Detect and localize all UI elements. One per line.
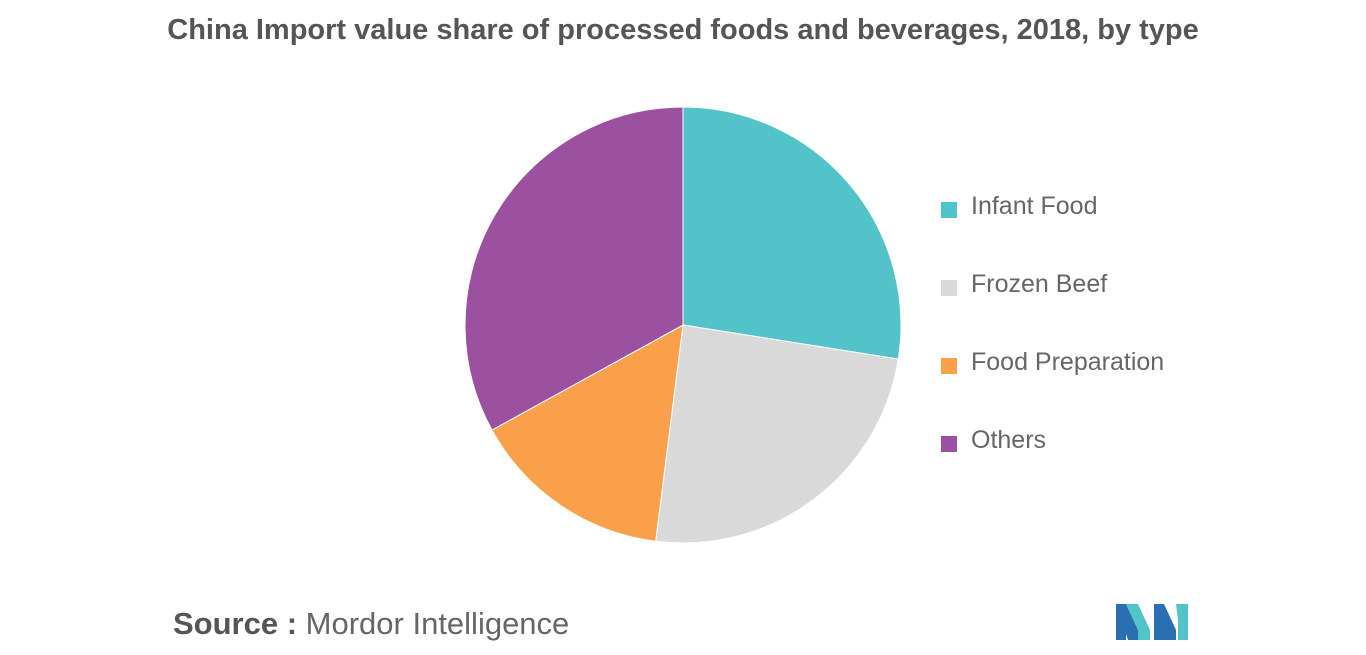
pie-slice-frozen-beef — [655, 324, 899, 544]
legend-label: Frozen Beef — [971, 270, 1108, 298]
legend-swatch — [941, 202, 957, 218]
pie-slice-others — [464, 106, 684, 431]
logo-right-stroke-dark — [1154, 604, 1176, 640]
logo-middle-stroke — [1126, 604, 1150, 640]
pie-slice-infant-food — [682, 106, 902, 360]
legend-swatch — [941, 280, 957, 296]
legend-label: Food Preparation — [971, 348, 1165, 376]
mordor-intelligence-logo — [1116, 604, 1188, 640]
source-value: Mordor Intelligence — [305, 606, 570, 641]
logo-left-stroke — [1116, 604, 1138, 640]
legend-swatch — [941, 436, 957, 452]
legend-label: Others — [971, 426, 1047, 454]
chart-title: China Import value share of processed fo… — [167, 14, 1199, 46]
source-label: Source : — [173, 606, 298, 641]
legend-label: Infant Food — [971, 192, 1098, 220]
pie-slice-food-preparation — [491, 324, 684, 542]
legend-swatch — [941, 358, 957, 374]
logo-right-stroke-light — [1176, 604, 1188, 640]
source-note: Source : Mordor Intelligence — [173, 606, 569, 642]
